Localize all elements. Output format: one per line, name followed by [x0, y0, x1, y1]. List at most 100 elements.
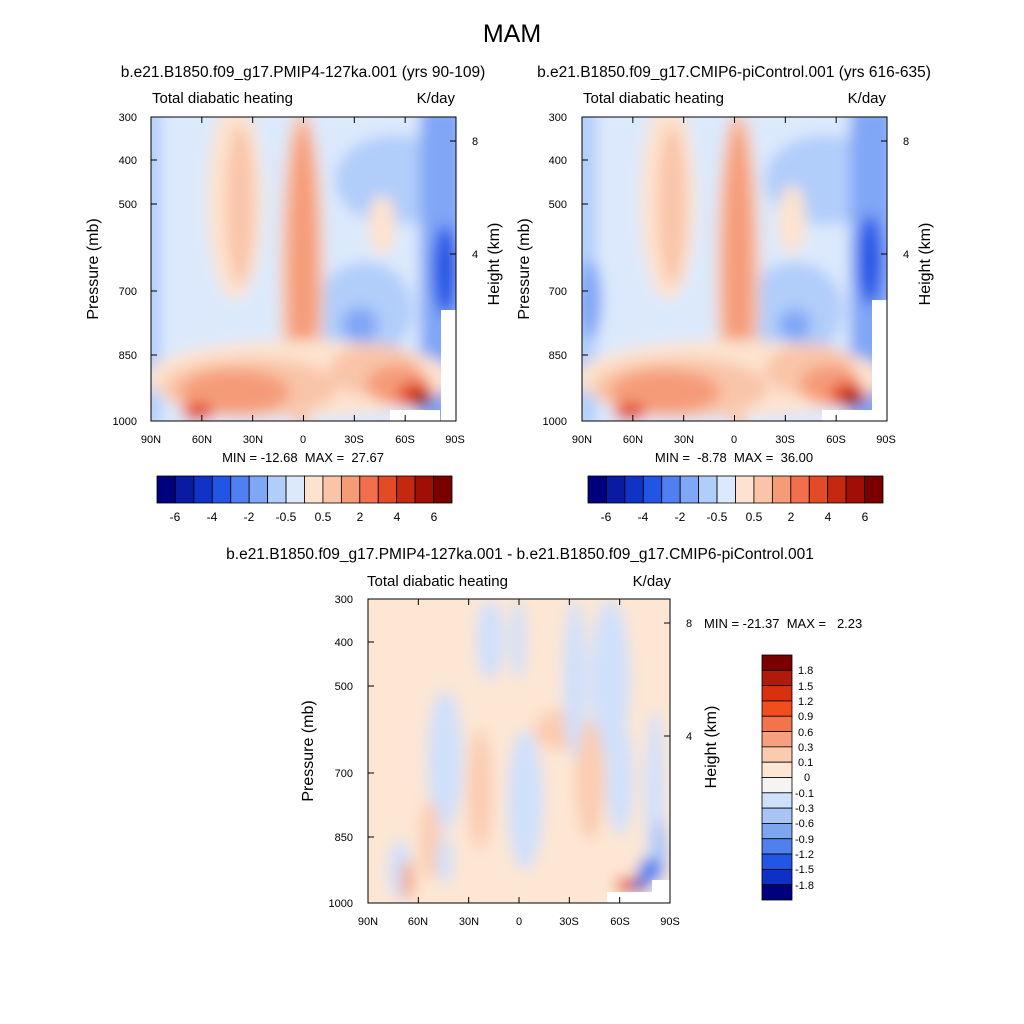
panel-pmip4-xtick-2: 30N	[243, 434, 263, 446]
panel-picontrol-colorbar-labels: -6 -4 -2 -0.5 0.5 2 4 6	[601, 510, 869, 524]
panel-difference-colorbar-labels: 1.8 1.5 1.2 0.9 0.6 0.3 0.1 0 -0.1 -0.3 …	[795, 665, 814, 892]
colorbar-swatch	[359, 475, 379, 504]
panel-difference-cbar-label-13: -1.5	[795, 864, 814, 876]
panel-picontrol-xtick-2: 30N	[674, 434, 694, 446]
colorbar-swatch	[433, 475, 453, 504]
colorbar-swatch	[735, 475, 755, 504]
panel-pmip4-xtick-5: 60S	[395, 434, 415, 446]
panel-pmip4-y-ticks: 300 400 500 700 850 1000	[113, 112, 137, 428]
colorbar-swatch	[761, 777, 793, 794]
panel-picontrol-units-label: K/day	[848, 90, 887, 107]
colorbar-swatch	[761, 669, 793, 687]
panel-difference-ytick-1000: 1000	[329, 898, 353, 910]
colorbar-swatch	[761, 715, 793, 732]
colorbar-swatch	[211, 475, 232, 504]
panel-picontrol-x-ticks: 90N 60N 30N 0 30S 60S 90S	[572, 434, 896, 446]
panel-pmip4-ytick-1000: 1000	[113, 416, 137, 428]
panel-difference-left-label: Total diabatic heating	[367, 573, 508, 590]
panel-pmip4-height-ticks: 8 4	[472, 136, 478, 261]
panel-difference-cbar-label-7: 0	[804, 772, 810, 784]
panel-difference-cbar-label-4: 0.6	[798, 727, 813, 739]
axis-tick-marks	[581, 116, 888, 422]
panel-pmip4-ytick-850: 850	[119, 350, 137, 362]
panel-picontrol-xtick-6: 90S	[876, 434, 896, 446]
panel-pmip4-htick-8: 8	[472, 136, 478, 148]
panel-picontrol-ytick-500: 500	[549, 199, 567, 211]
panel-difference-cbar-label-2: 1.2	[798, 696, 813, 708]
panel-pmip4-colorbar	[156, 475, 453, 504]
panel-pmip4: b.e21.B1850.f09_g17.PMIP4-127ka.001 (yrs…	[85, 64, 503, 524]
colorbar-swatch	[761, 838, 793, 855]
panel-difference-ytick-400: 400	[335, 637, 353, 649]
colorbar-swatch	[642, 475, 663, 504]
panel-picontrol-cbar-label-1: -4	[638, 510, 649, 524]
panel-difference-ylabel: Pressure (mb)	[300, 700, 317, 801]
panel-picontrol-left-label: Total diabatic heating	[583, 90, 724, 107]
colorbar-swatch	[377, 475, 398, 504]
panel-picontrol-ytick-300: 300	[549, 112, 567, 124]
panel-pmip4-colorbar-labels: -6 -4 -2 -0.5 0.5 2 4 6	[170, 510, 438, 524]
panel-difference-ytick-300: 300	[335, 594, 353, 606]
colorbar-swatch	[414, 475, 434, 504]
colorbar-swatch	[808, 475, 829, 504]
panel-picontrol-xtick-3: 0	[731, 434, 737, 446]
panel-picontrol-htick-4: 4	[903, 249, 909, 261]
panel-pmip4-cbar-label-7: 6	[431, 510, 438, 524]
colorbar-swatch	[753, 475, 773, 504]
colorbar-swatch	[761, 853, 793, 870]
colorbar-swatch	[761, 807, 793, 824]
panel-difference-cbar-label-9: -0.3	[795, 803, 814, 815]
colorbar-swatch	[248, 475, 269, 504]
panel-difference-x-ticks: 90N 60N 30N 0 30S 60S 90S	[358, 916, 680, 928]
colorbar-swatch	[761, 761, 793, 778]
colorbar-swatch	[175, 475, 195, 504]
panel-difference-xtick-0: 90N	[358, 916, 378, 928]
panel-pmip4-min-max: MIN = -12.68 MAX = 27.67	[222, 450, 384, 465]
panel-picontrol-ylabel: Pressure (mb)	[516, 218, 533, 319]
panel-pmip4-ytick-400: 400	[119, 155, 137, 167]
panel-pmip4-xtick-6: 90S	[445, 434, 465, 446]
panel-difference-subtitle: b.e21.B1850.f09_g17.PMIP4-127ka.001 - b.…	[226, 546, 814, 563]
colorbar-swatch	[661, 475, 681, 504]
colorbar-swatch	[587, 475, 607, 504]
colorbar-swatch	[761, 823, 793, 840]
colorbar-swatch	[322, 475, 342, 504]
colorbar-swatch	[761, 685, 793, 702]
panel-difference-ytick-500: 500	[335, 681, 353, 693]
panel-picontrol-subtitle: b.e21.B1850.f09_g17.CMIP6-piControl.001 …	[537, 64, 931, 81]
panel-picontrol: b.e21.B1850.f09_g17.CMIP6-piControl.001 …	[516, 64, 934, 524]
panel-pmip4-left-label: Total diabatic heating	[152, 90, 293, 107]
panel-picontrol-cbar-label-3: -0.5	[707, 510, 728, 524]
colorbar-swatch	[304, 475, 324, 504]
panel-picontrol-xtick-1: 60N	[623, 434, 643, 446]
panel-difference-htick-4: 4	[686, 731, 692, 743]
panel-difference-cbar-label-1: 1.5	[798, 681, 813, 693]
panel-difference-xtick-6: 90S	[660, 916, 680, 928]
panel-picontrol-xtick-0: 90N	[572, 434, 592, 446]
panel-difference-xtick-2: 30N	[459, 916, 479, 928]
colorbar-swatch	[771, 475, 792, 504]
colorbar-swatch	[624, 475, 644, 504]
panel-difference-ytick-700: 700	[335, 768, 353, 780]
panel-picontrol-ytick-850: 850	[549, 350, 567, 362]
panel-pmip4-ylabel: Pressure (mb)	[85, 218, 102, 319]
colorbar-swatch	[230, 475, 250, 504]
colorbar-swatch	[156, 475, 176, 504]
panel-picontrol-cbar-label-0: -6	[601, 510, 612, 524]
panel-difference-cbar-label-5: 0.3	[798, 742, 813, 754]
colorbar-swatch	[761, 884, 793, 901]
panel-picontrol-min-max: MIN = -8.78 MAX = 36.00	[655, 450, 813, 465]
panel-difference-cbar-label-8: -0.1	[795, 788, 814, 800]
panel-pmip4-cbar-label-6: 4	[394, 510, 401, 524]
panel-pmip4-xtick-0: 90N	[141, 434, 161, 446]
panel-pmip4-cbar-label-1: -4	[207, 510, 218, 524]
axis-tick-marks	[367, 598, 671, 904]
panel-difference-htick-8: 8	[686, 618, 692, 630]
panel-pmip4-xtick-4: 30S	[344, 434, 364, 446]
colorbar-swatch	[716, 475, 736, 504]
colorbar-swatch	[761, 700, 793, 717]
colorbar-swatch	[606, 475, 626, 504]
panel-picontrol-y-ticks: 300 400 500 700 850 1000	[543, 112, 567, 428]
panel-pmip4-units-label: K/day	[417, 90, 456, 107]
colorbar-swatch	[761, 792, 793, 809]
